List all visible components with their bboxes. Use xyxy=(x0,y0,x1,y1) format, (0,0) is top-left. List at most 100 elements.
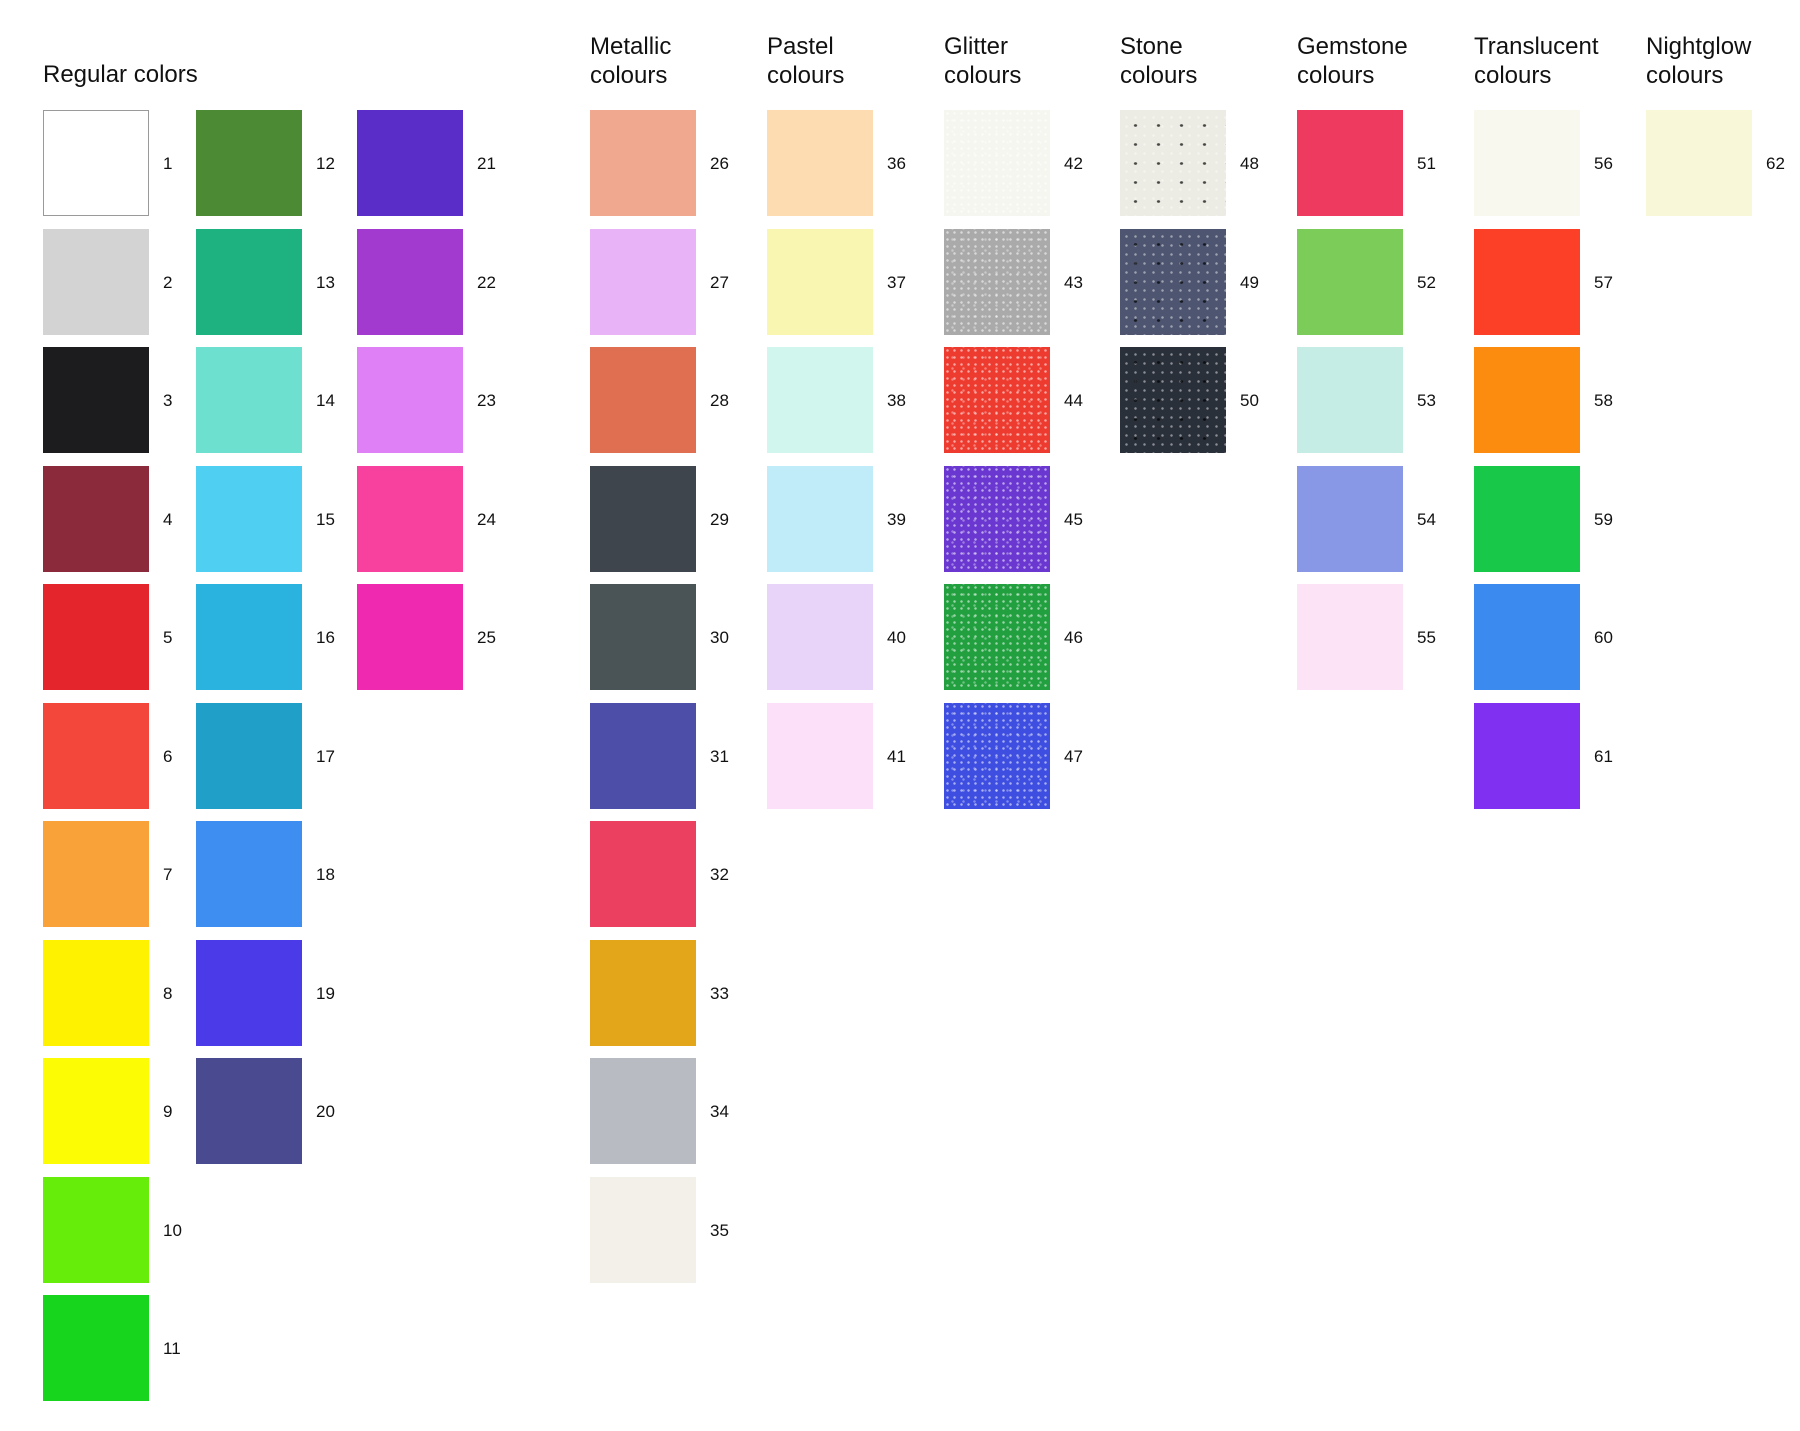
color-number: 55 xyxy=(1417,628,1436,647)
color-swatch xyxy=(944,228,1050,335)
color-swatch xyxy=(767,465,873,572)
group-title-line: colours xyxy=(1474,62,1552,89)
color-number: 48 xyxy=(1240,154,1259,173)
group-title-line: Translucent xyxy=(1474,33,1599,60)
group-title-line: colours xyxy=(944,62,1022,89)
color-swatch xyxy=(196,228,302,335)
group-title: Regular colors xyxy=(43,60,198,89)
color-number: 29 xyxy=(710,509,729,529)
color-swatch xyxy=(357,228,463,335)
color-swatch xyxy=(357,465,463,572)
color-number: 43 xyxy=(1064,272,1083,292)
color-swatch xyxy=(944,702,1050,809)
group-title: Metallic colours xyxy=(590,32,671,90)
color-number: 18 xyxy=(316,865,335,884)
color-number: 57 xyxy=(1594,272,1613,292)
color-number: 6 xyxy=(163,746,173,766)
color-swatch xyxy=(196,702,302,809)
color-number: 49 xyxy=(1240,272,1259,292)
color-swatch xyxy=(1474,228,1580,335)
group-title: Nightglow colours xyxy=(1646,32,1751,90)
color-swatch xyxy=(767,702,873,809)
color-swatch xyxy=(196,110,302,216)
color-number: 23 xyxy=(477,391,496,410)
color-swatch xyxy=(1297,347,1403,453)
color-number: 26 xyxy=(710,154,729,173)
color-number: 21 xyxy=(477,154,496,173)
color-swatch xyxy=(43,702,149,809)
color-swatch xyxy=(590,110,696,216)
color-number: 37 xyxy=(887,272,906,292)
color-swatch xyxy=(1297,110,1403,216)
color-swatch xyxy=(1474,110,1580,216)
color-number: 28 xyxy=(710,391,729,410)
color-swatch xyxy=(196,1058,302,1164)
color-swatch xyxy=(767,347,873,453)
color-number: 58 xyxy=(1594,391,1613,410)
color-number: 56 xyxy=(1594,154,1613,173)
color-number: 39 xyxy=(887,509,906,529)
color-number: 5 xyxy=(163,628,173,647)
color-swatch xyxy=(1297,228,1403,335)
color-swatch xyxy=(43,1058,149,1164)
color-swatch xyxy=(357,110,463,216)
color-swatch xyxy=(944,110,1050,216)
color-number: 50 xyxy=(1240,391,1259,410)
group-title: Gemstone colours xyxy=(1297,32,1408,90)
group-title-line: Glitter xyxy=(944,33,1009,60)
color-number: 40 xyxy=(887,628,906,647)
color-swatch xyxy=(767,228,873,335)
color-swatch xyxy=(590,465,696,572)
color-number: 61 xyxy=(1594,746,1613,766)
color-swatch xyxy=(357,584,463,690)
color-swatch xyxy=(944,465,1050,572)
color-number: 1 xyxy=(163,154,173,173)
group-title: Glitter colours xyxy=(944,32,1021,90)
group-title-line: colours xyxy=(767,62,845,89)
color-swatch xyxy=(1474,584,1580,690)
color-number: 59 xyxy=(1594,509,1613,529)
color-number: 46 xyxy=(1064,628,1083,647)
group-title-line: Nightglow xyxy=(1646,33,1752,60)
color-swatch xyxy=(196,821,302,927)
color-swatch xyxy=(1474,465,1580,572)
color-number: 53 xyxy=(1417,391,1436,410)
color-swatch xyxy=(944,347,1050,453)
color-number: 35 xyxy=(710,1220,729,1240)
color-number: 42 xyxy=(1064,154,1083,173)
color-swatch xyxy=(1474,347,1580,453)
group-title-line: colours xyxy=(1120,62,1198,89)
color-number: 11 xyxy=(163,1339,181,1358)
color-swatch xyxy=(767,110,873,216)
group-title: Pastel colours xyxy=(767,32,844,90)
color-number: 36 xyxy=(887,154,906,173)
color-number: 19 xyxy=(316,983,335,1003)
color-number: 44 xyxy=(1064,391,1083,410)
color-swatch xyxy=(1297,465,1403,572)
color-number: 33 xyxy=(710,983,729,1003)
color-number: 12 xyxy=(316,154,335,173)
color-number: 10 xyxy=(163,1220,182,1240)
color-swatch xyxy=(1297,584,1403,690)
color-swatch xyxy=(43,1176,149,1283)
color-number: 22 xyxy=(477,272,496,292)
color-number: 60 xyxy=(1594,628,1613,647)
color-number: 47 xyxy=(1064,746,1083,766)
color-swatch xyxy=(43,1295,149,1401)
group-title-line: colours xyxy=(1646,62,1724,89)
color-swatch xyxy=(196,465,302,572)
color-number: 31 xyxy=(710,746,729,766)
group-title-line: Gemstone xyxy=(1297,33,1408,60)
group-title-line: Metallic xyxy=(590,33,672,60)
color-swatch xyxy=(590,1176,696,1283)
color-swatch xyxy=(1120,228,1226,335)
group-title-line: colours xyxy=(1297,62,1375,89)
color-number: 24 xyxy=(477,509,496,529)
color-swatch xyxy=(43,821,149,927)
color-number: 54 xyxy=(1417,509,1436,529)
color-swatch xyxy=(43,228,149,335)
color-number: 27 xyxy=(710,272,729,292)
color-number: 9 xyxy=(163,1102,173,1121)
color-swatch xyxy=(590,1058,696,1164)
color-swatch xyxy=(357,347,463,453)
